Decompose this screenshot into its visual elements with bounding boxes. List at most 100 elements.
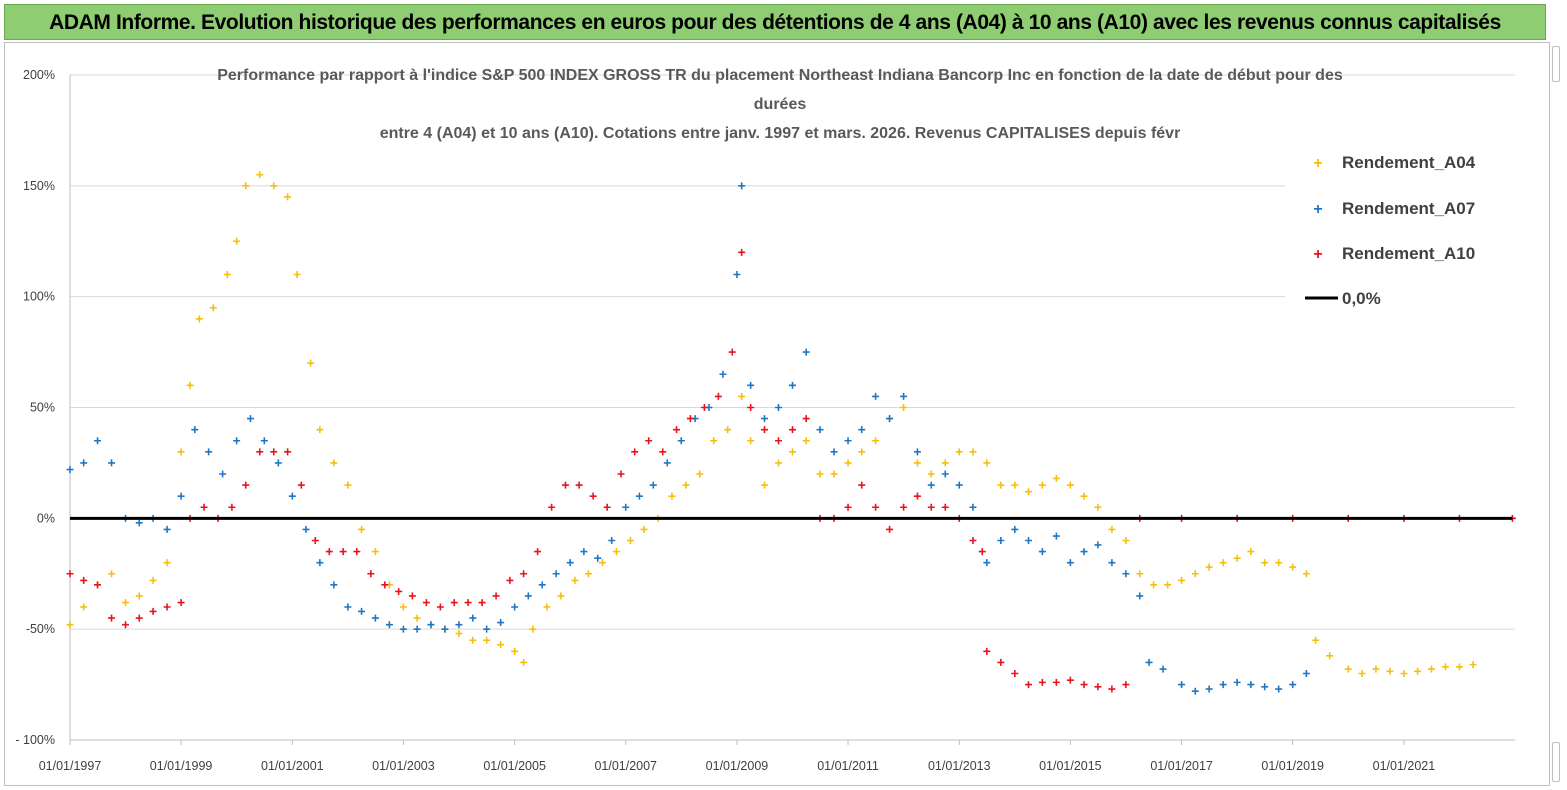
point-rendement-a07 [108, 459, 116, 467]
legend-item-a10[interactable]: + Rendement_A10 [1313, 244, 1475, 263]
point-rendement-a04 [469, 636, 477, 644]
point-rendement-a07 [330, 581, 338, 589]
point-rendement-a04 [330, 459, 338, 467]
scroll-handle-top[interactable] [1552, 46, 1560, 82]
point-rendement-a07 [1233, 678, 1241, 686]
legend-item-a07[interactable]: + Rendement_A07 [1313, 199, 1475, 218]
point-rendement-a07 [135, 519, 143, 527]
point-rendement-a10 [353, 548, 361, 556]
point-rendement-a10 [561, 481, 569, 489]
point-rendement-a10 [659, 448, 667, 456]
point-rendement-a10 [738, 248, 746, 256]
point-rendement-a07 [94, 437, 102, 445]
point-rendement-a10 [534, 548, 542, 556]
point-rendement-a07 [1094, 541, 1102, 549]
point-rendement-a07 [677, 437, 685, 445]
point-rendement-a07 [761, 415, 769, 423]
legend-item-a04[interactable]: + Rendement_A04 [1313, 153, 1475, 172]
point-rendement-a07 [580, 548, 588, 556]
chart-title: Performance par rapport à l'indice S&P 5… [217, 67, 1343, 142]
x-tick-label: 01/01/2021 [1373, 759, 1436, 773]
legend-label-a07: Rendement_A07 [1342, 199, 1475, 218]
y-tick-label: - 100% [15, 733, 55, 747]
point-rendement-a07 [469, 614, 477, 622]
point-rendement-a07 [900, 392, 908, 400]
point-rendement-a07 [385, 621, 393, 629]
point-rendement-a10 [872, 503, 880, 511]
legend-marker-a07: + [1313, 201, 1322, 218]
point-rendement-a10 [520, 570, 528, 578]
point-rendement-a04 [1372, 665, 1380, 673]
x-tick-label: 01/01/2007 [594, 759, 657, 773]
point-rendement-a07 [844, 437, 852, 445]
point-rendement-a10 [927, 503, 935, 511]
point-rendement-a10 [149, 607, 157, 615]
legend-label-a10: Rendement_A10 [1342, 244, 1475, 263]
point-rendement-a04 [1312, 636, 1320, 644]
point-rendement-a10 [603, 503, 611, 511]
point-rendement-a10 [122, 621, 130, 629]
point-rendement-a04 [233, 237, 241, 245]
point-rendement-a07 [371, 614, 379, 622]
point-rendement-a04 [1414, 667, 1422, 675]
point-rendement-a07 [302, 525, 310, 533]
x-tick-label: 01/01/2003 [372, 759, 435, 773]
point-rendement-a10 [969, 537, 977, 544]
point-rendement-a07 [927, 481, 935, 489]
point-rendement-a10 [714, 392, 722, 400]
scroll-handle-bottom[interactable] [1552, 742, 1560, 782]
point-rendement-a07 [288, 492, 296, 500]
point-rendement-a10 [1025, 681, 1033, 689]
point-rendement-a07 [830, 448, 838, 456]
point-rendement-a10 [200, 503, 208, 511]
point-rendement-a10 [1066, 676, 1074, 684]
point-rendement-a04 [497, 641, 505, 649]
point-rendement-a04 [413, 614, 421, 622]
point-rendement-a07 [1191, 687, 1199, 695]
point-rendement-a07 [983, 559, 991, 567]
point-rendement-a07 [635, 492, 643, 500]
point-rendement-a10 [548, 503, 556, 511]
legend-label-zero: 0,0% [1342, 289, 1381, 308]
point-rendement-a04 [1469, 661, 1477, 669]
legend-item-zero[interactable]: 0,0% [1305, 289, 1381, 308]
point-rendement-a07 [497, 619, 505, 627]
series-rendement-a04 [66, 171, 1477, 677]
point-rendement-a04 [668, 492, 676, 500]
legend-background [1285, 140, 1515, 320]
point-rendement-a04 [256, 171, 264, 179]
point-rendement-a10 [978, 548, 986, 556]
point-rendement-a07 [1136, 592, 1144, 600]
point-rendement-a10 [844, 503, 852, 511]
y-tick-label: -50% [26, 622, 55, 636]
point-rendement-a07 [649, 481, 657, 489]
point-rendement-a07 [413, 625, 421, 633]
point-rendement-a10 [177, 599, 185, 607]
point-rendement-a04 [1164, 581, 1172, 589]
point-rendement-a10 [789, 426, 796, 434]
point-rendement-a07 [552, 570, 560, 578]
report-title: ADAM Informe. Evolution historique des p… [49, 11, 1501, 34]
point-rendement-a07 [344, 603, 352, 611]
point-rendement-a07 [163, 525, 171, 533]
y-tick-label: 150% [23, 179, 55, 193]
report-banner: ADAM Informe. Evolution historique des p… [4, 4, 1546, 40]
y-tick-labels: 200% 150% 100% 50% 0% -50% - 100% [15, 68, 55, 747]
point-rendement-a07 [997, 537, 1005, 544]
point-rendement-a04 [1326, 652, 1334, 660]
point-rendement-a07 [1011, 525, 1019, 533]
point-rendement-a04 [284, 193, 292, 201]
point-rendement-a04 [1344, 665, 1352, 673]
point-rendement-a07 [511, 603, 519, 611]
point-rendement-a04 [941, 459, 949, 467]
point-rendement-a07 [775, 404, 782, 411]
point-rendement-a10 [775, 437, 782, 445]
point-rendement-a04 [293, 271, 301, 278]
point-rendement-a04 [1302, 570, 1310, 578]
point-rendement-a04 [816, 470, 824, 478]
point-rendement-a04 [186, 381, 194, 389]
point-rendement-a10 [408, 592, 416, 600]
point-rendement-a04 [209, 304, 217, 312]
point-rendement-a07 [177, 492, 185, 500]
point-rendement-a10 [436, 603, 444, 611]
